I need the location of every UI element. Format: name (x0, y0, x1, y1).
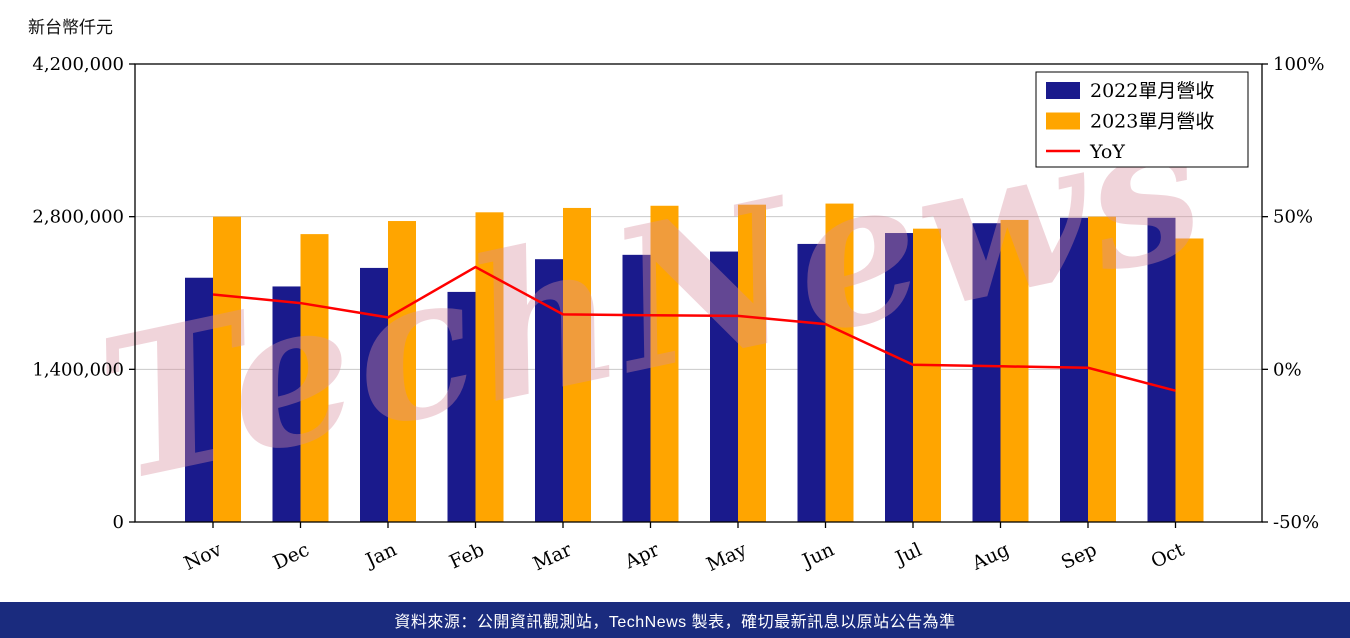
bar-2022單月營收-Feb (447, 291, 476, 522)
bars (185, 203, 1204, 523)
right-tick-label: 50% (1273, 207, 1313, 228)
left-tick-label: 1,400,000 (32, 359, 124, 380)
x-tick-label-Jun: Jun (797, 539, 837, 573)
plot-border (134, 63, 1263, 523)
x-tick-label-May: May (703, 538, 750, 576)
x-tick-label-Feb: Feb (446, 539, 488, 574)
bar-2023單月營收-Jun (825, 203, 854, 523)
bar-2023單月營收-Mar (563, 207, 591, 522)
bar-2023單月營收-Nov (213, 216, 241, 522)
yoy-line (212, 265, 1176, 392)
bar-2023單月營收-Feb (475, 212, 504, 523)
right-tick-label: 0% (1273, 359, 1302, 380)
left-tick-label: 0 (113, 512, 124, 533)
x-tick-label-Dec: Dec (270, 539, 313, 575)
bar-2023單月營收-Dec (300, 234, 329, 522)
bar-2022單月營收-Jan (360, 267, 388, 522)
x-tick-label-Jan: Jan (361, 539, 400, 573)
footer-bar: 資料來源：公開資訊觀測站，TechNews 製表，確切最新訊息以原站公告為準 (0, 602, 1350, 638)
legend-label-2023單月營收: 2023單月營收 (1090, 111, 1214, 133)
bar-2022單月營收-Sep (1060, 217, 1088, 522)
bar-2023單月營收-Jul (913, 228, 941, 522)
bar-2023單月營收-Aug (1000, 219, 1029, 522)
bar-2022單月營收-Jun (797, 243, 826, 522)
legend: 2022單月營收 2023單月營收 YoY (1035, 71, 1249, 168)
right-tick-label: 100% (1273, 54, 1324, 75)
bar-2023單月營收-Oct (1175, 238, 1204, 522)
revenue-chart: TechNews01,400,0002,800,0004,200,000-50%… (32, 54, 1324, 576)
right-tick-label: -50% (1273, 512, 1319, 533)
bar-2023單月營收-May (738, 204, 766, 522)
x-tick-label-Apr: Apr (621, 538, 664, 574)
footer-source-text: 資料來源：公開資訊觀測站，TechNews 製表，確切最新訊息以原站公告為準 (394, 614, 956, 631)
x-tick-label-Sep: Sep (1058, 539, 1100, 574)
left-tick-label: 4,200,000 (32, 54, 124, 75)
x-tick-label-Aug: Aug (968, 539, 1013, 575)
bar-2022單月營收-Oct (1147, 217, 1176, 522)
legend-swatch-2023單月營收 (1046, 112, 1080, 130)
y-axis-unit-label: 新台幣仟元 (28, 18, 113, 37)
legend-label-YoY: YoY (1089, 141, 1125, 163)
x-tick-label-Mar: Mar (530, 538, 576, 575)
bar-2022單月營收-Jul (885, 233, 913, 522)
bar-2022單月營收-Nov (185, 277, 213, 522)
left-tick-label: 2,800,000 (32, 207, 124, 228)
legend-label-2022單月營收: 2022單月營收 (1090, 80, 1214, 102)
bar-2022單月營收-Dec (272, 286, 301, 522)
bar-2023單月營收-Apr (650, 205, 679, 522)
bar-2022單月營收-Apr (622, 254, 651, 523)
x-tick-label-Nov: Nov (181, 538, 226, 574)
x-tick-label-Jul: Jul (890, 539, 925, 571)
bar-2022單月營收-Aug (972, 223, 1001, 522)
x-tick-label-Oct: Oct (1148, 538, 1188, 572)
legend-swatch-2022單月營收 (1046, 82, 1080, 99)
bar-2023單月營收-Jan (388, 221, 416, 522)
bar-2022單月營收-May (710, 251, 738, 523)
